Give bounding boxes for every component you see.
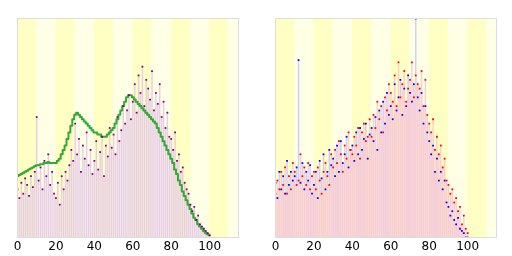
svg-text:60: 60 xyxy=(383,239,398,253)
svg-text:100: 100 xyxy=(456,239,479,253)
svg-text:40: 40 xyxy=(345,239,360,253)
svg-text:100: 100 xyxy=(198,239,221,253)
svg-text:40: 40 xyxy=(87,239,102,253)
svg-text:0: 0 xyxy=(14,239,22,253)
svg-text:20: 20 xyxy=(48,239,63,253)
svg-text:0: 0 xyxy=(272,239,280,253)
svg-text:20: 20 xyxy=(306,239,321,253)
svg-text:80: 80 xyxy=(164,239,179,253)
svg-text:60: 60 xyxy=(125,239,140,253)
svg-text:80: 80 xyxy=(422,239,437,253)
